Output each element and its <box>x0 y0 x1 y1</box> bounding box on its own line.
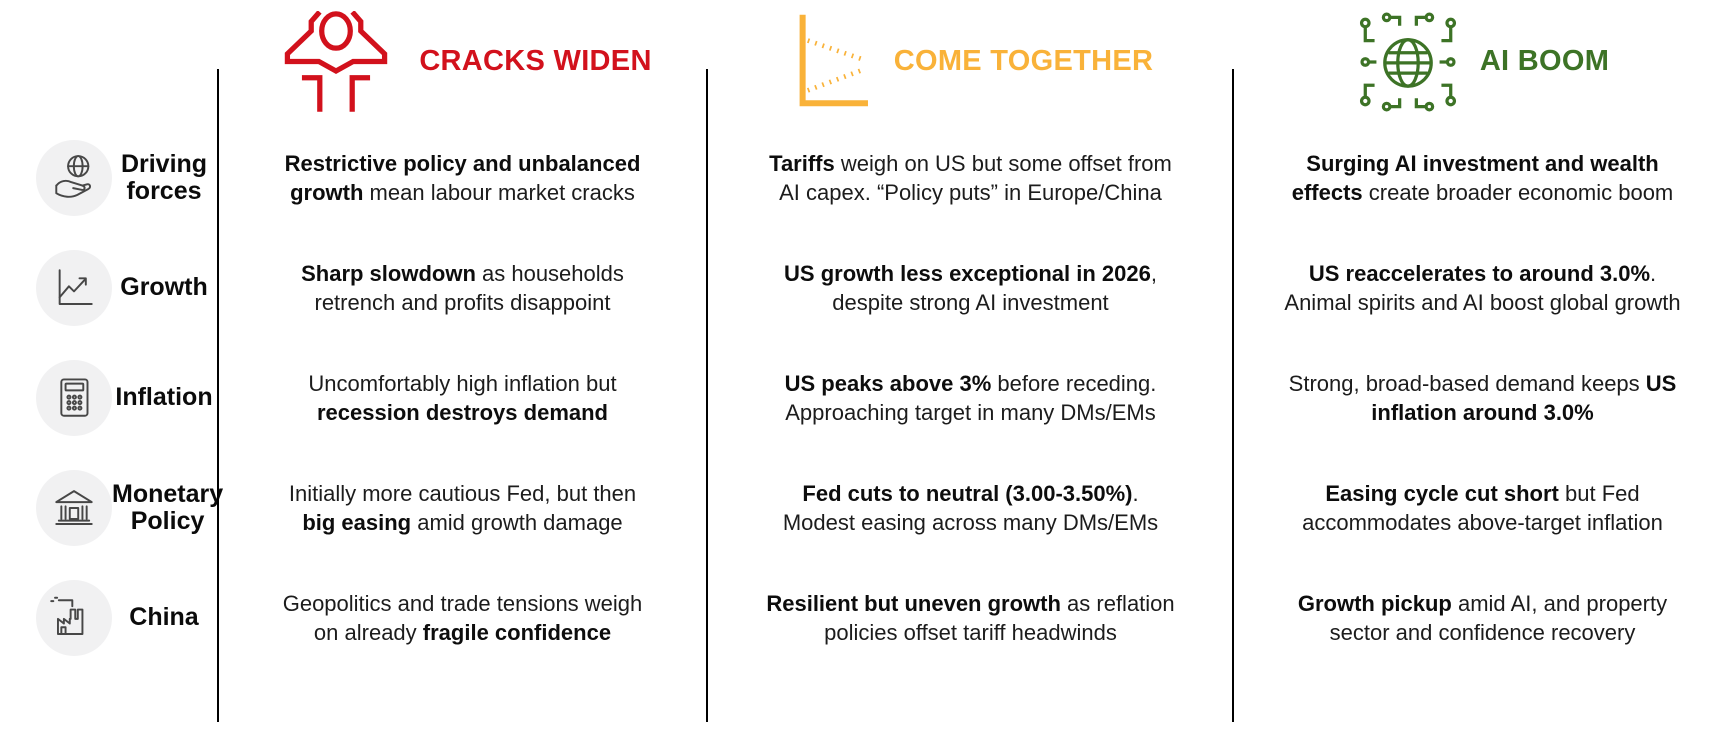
table-row: Monetary Policy Initially more cautious F… <box>0 453 1731 563</box>
column-header-cracks-widen: CRACKS WIDEN <box>218 0 707 123</box>
column-divider <box>217 69 219 722</box>
scenario-cell: US growth less exceptional in 2026, desp… <box>784 260 1157 315</box>
table-row: Growth Sharp slowdown as households retre… <box>0 233 1731 343</box>
stressed-person-icon <box>285 11 388 112</box>
row-label: Growth <box>120 273 208 302</box>
scenario-cell: Resilient but uneven growth as reflation… <box>766 590 1175 645</box>
converging-lines-chart-icon <box>799 14 868 106</box>
scenario-cell: Surging AI investment and wealth effects… <box>1291 150 1674 205</box>
ai-circuit-globe-icon <box>1359 12 1456 111</box>
globe-in-hand-icon <box>36 140 112 216</box>
bank-icon <box>36 470 112 546</box>
scenario-cell: Fed cuts to neutral (3.00-3.50%). Modest… <box>782 480 1159 535</box>
corner-spacer <box>0 0 218 123</box>
scenario-cell: Geopolitics and trade tensions weigh on … <box>282 590 643 645</box>
column-title: CRACKS WIDEN <box>419 45 652 77</box>
factory-icon <box>36 580 112 656</box>
column-header-ai-boom: AI BOOM <box>1234 0 1731 123</box>
scenario-cell: Strong, broad-based demand keeps US infl… <box>1288 370 1677 425</box>
row-label: Inflation <box>115 383 213 412</box>
scenario-cell: Tariffs weigh on US but some offset from… <box>769 150 1172 205</box>
table-body: Driving forces Restrictive policy and unb… <box>0 123 1731 673</box>
row-header: Driving forces <box>0 123 218 233</box>
calculator-icon <box>36 360 112 436</box>
scenario-cell: Uncomfortably high inflation but recessi… <box>308 370 617 425</box>
scenario-cell: US peaks above 3% before receding. Appro… <box>784 370 1157 425</box>
row-header: Growth <box>0 233 218 343</box>
line-chart-icon <box>36 250 112 326</box>
column-title: AI BOOM <box>1479 45 1610 77</box>
row-label: China <box>129 603 199 632</box>
column-divider <box>706 69 708 722</box>
scenario-cell: US reaccelerates to around 3.0%. Animal … <box>1284 260 1681 315</box>
scenario-cell: Growth pickup amid AI, and property sect… <box>1297 590 1668 645</box>
header-row: CRACKS WIDEN COME TOGETHER <box>0 0 1731 123</box>
table-row: Driving forces Restrictive policy and unb… <box>0 123 1731 233</box>
row-label: Driving forces <box>120 149 208 205</box>
table-row: China Geopolitics and trade tensions weig… <box>0 563 1731 673</box>
row-header: China <box>0 563 218 673</box>
column-divider <box>1232 69 1234 722</box>
table-row: Inflation Uncomfortably high inflation bu… <box>0 343 1731 453</box>
scenario-cell: Sharp slowdown as households retrench an… <box>301 260 624 315</box>
scenario-cell: Restrictive policy and unbalanced growth… <box>284 150 641 205</box>
scenario-cell: Initially more cautious Fed, but then bi… <box>288 480 637 535</box>
row-label: Monetary Policy <box>112 479 224 535</box>
column-header-come-together: COME TOGETHER <box>707 0 1234 123</box>
row-header: Monetary Policy <box>0 453 223 563</box>
scenario-cell: Easing cycle cut short but Fed accommoda… <box>1302 480 1663 535</box>
row-header: Inflation <box>0 343 218 453</box>
column-title: COME TOGETHER <box>893 45 1154 77</box>
